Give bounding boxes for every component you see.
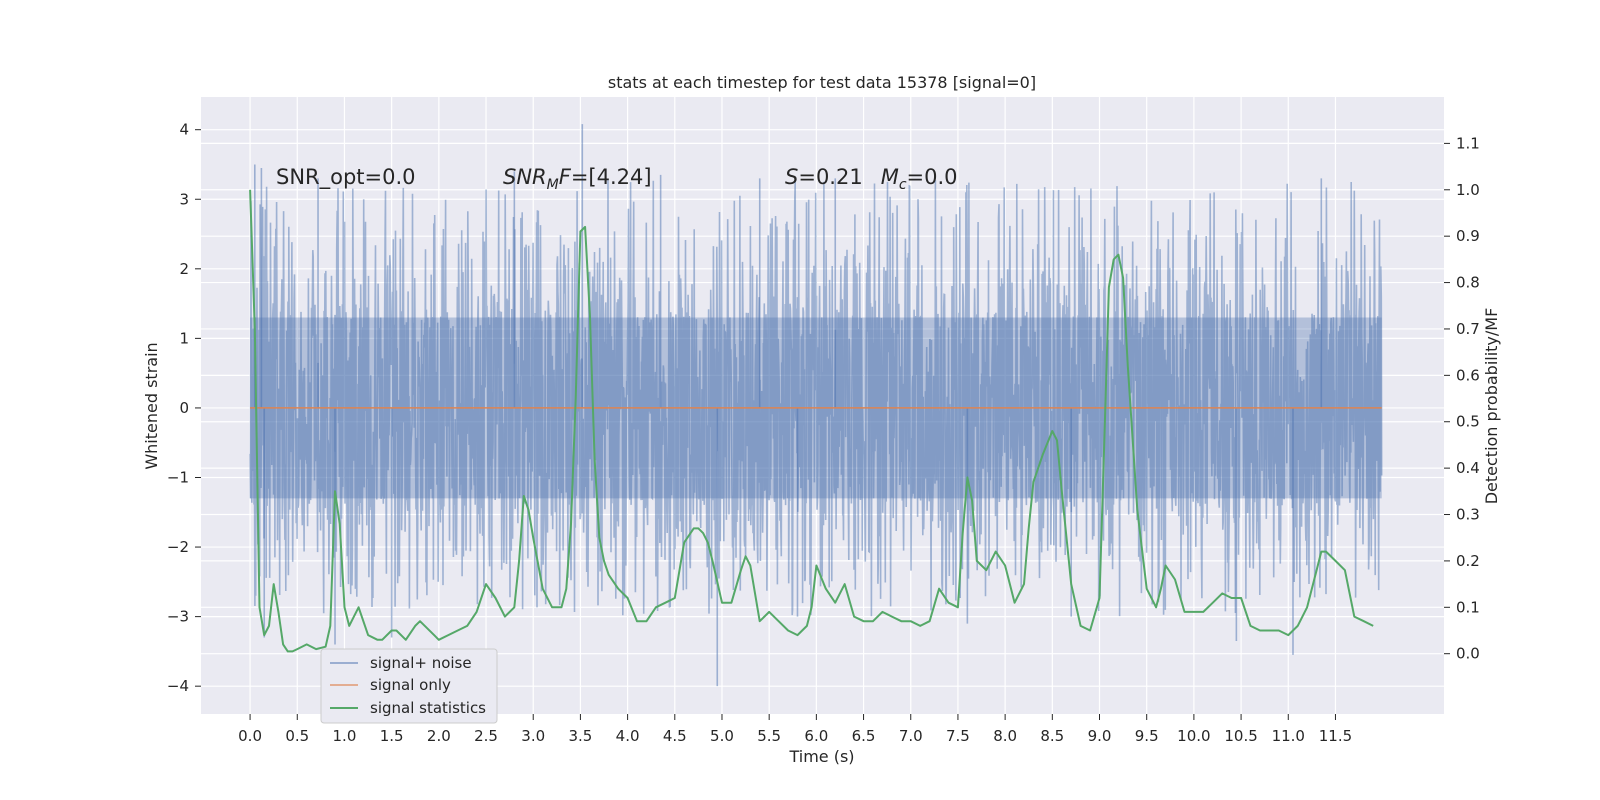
x-tick-label: 4.0: [616, 727, 640, 745]
y2-tick-label: 1.0: [1456, 181, 1480, 199]
x-tick-label: 6.0: [804, 727, 828, 745]
y-tick-label: −3: [167, 608, 189, 626]
y2-tick-label: 0.1: [1456, 598, 1480, 616]
series-signal-statistics: [249, 189, 1374, 653]
y-tick-label: 3: [179, 190, 189, 208]
x-tick-label: 5.5: [757, 727, 781, 745]
series-signal-noise: [249, 180, 1383, 617]
x-tick-label: 1.5: [380, 727, 404, 745]
y2-tick-label: 0.9: [1456, 227, 1480, 245]
x-tick-label: 0.0: [238, 727, 262, 745]
legend-box: [320, 648, 498, 724]
x-tick-label: 10.0: [1177, 727, 1210, 745]
chart-title: stats at each timestep for test data 153…: [608, 73, 1036, 92]
annotation-snr-opt: SNR_opt=0.0: [276, 165, 416, 190]
y-tick-label: −4: [167, 677, 189, 695]
x-tick-label: 9.5: [1135, 727, 1159, 745]
y-axis-label: Whitened strain: [142, 342, 161, 469]
legend-label-signal-only: signal only: [370, 676, 451, 694]
y2-tick-label: 0.3: [1456, 506, 1480, 524]
x-tick-label: 0.5: [285, 727, 309, 745]
y2-axis-label: Detection probability/MF: [1482, 308, 1501, 505]
x-tick-label: 10.5: [1224, 727, 1257, 745]
x-tick-label: 3.5: [568, 727, 592, 745]
annotation-snr-mf: SNRMF=[4.24]: [503, 165, 652, 193]
x-tick-label: 8.0: [993, 727, 1017, 745]
x-tick-label: 7.0: [899, 727, 923, 745]
legend: signal+ noise signal only signal statist…: [320, 648, 498, 724]
plot-area: [249, 124, 1383, 687]
y-tick-label: 0: [179, 399, 189, 417]
y2-tick-label: 1.1: [1456, 134, 1480, 152]
x-tick-label: 8.5: [1040, 727, 1064, 745]
y2-tick-label: 0.4: [1456, 459, 1480, 477]
x-tick-label: 4.5: [663, 727, 687, 745]
x-tick-label: 2.0: [427, 727, 451, 745]
y2-tick-label: 0.5: [1456, 413, 1480, 431]
y2-tick-label: 0.2: [1456, 552, 1480, 570]
legend-label-signal-noise: signal+ noise: [370, 654, 472, 672]
axes: 0.0 0.5 1.0 1.5 2.0 2.5 3.0 3.5 4.0 4.5 5.0 5.5 6.0 6…: [167, 121, 1480, 745]
x-tick-label: 11.0: [1272, 727, 1305, 745]
annotation-s-mc: S=0.21 Mc=0.0: [785, 165, 958, 193]
x-tick-label: 3.0: [521, 727, 545, 745]
x-tick-label: 1.0: [333, 727, 357, 745]
y-tick-label: −2: [167, 538, 189, 556]
y-tick-label: −1: [167, 468, 189, 486]
x-tick-label: 7.5: [946, 727, 970, 745]
y2-tick-label: 0.0: [1456, 645, 1480, 663]
legend-label-signal-statistics: signal statistics: [370, 699, 486, 717]
x-tick-label: 6.5: [852, 727, 876, 745]
x-tick-label: 2.5: [474, 727, 498, 745]
y2-tick-label: 0.8: [1456, 274, 1480, 292]
x-tick-label: 9.0: [1088, 727, 1112, 745]
x-axis-label: Time (s): [788, 747, 854, 766]
y-tick-label: 2: [179, 260, 189, 278]
y-tick-label: 4: [179, 121, 189, 139]
x-tick-label: 11.5: [1319, 727, 1352, 745]
y2-tick-label: 0.6: [1456, 366, 1480, 384]
x-tick-label: 5.0: [710, 727, 734, 745]
y-tick-label: 1: [179, 329, 189, 347]
y2-tick-label: 0.7: [1456, 320, 1480, 338]
